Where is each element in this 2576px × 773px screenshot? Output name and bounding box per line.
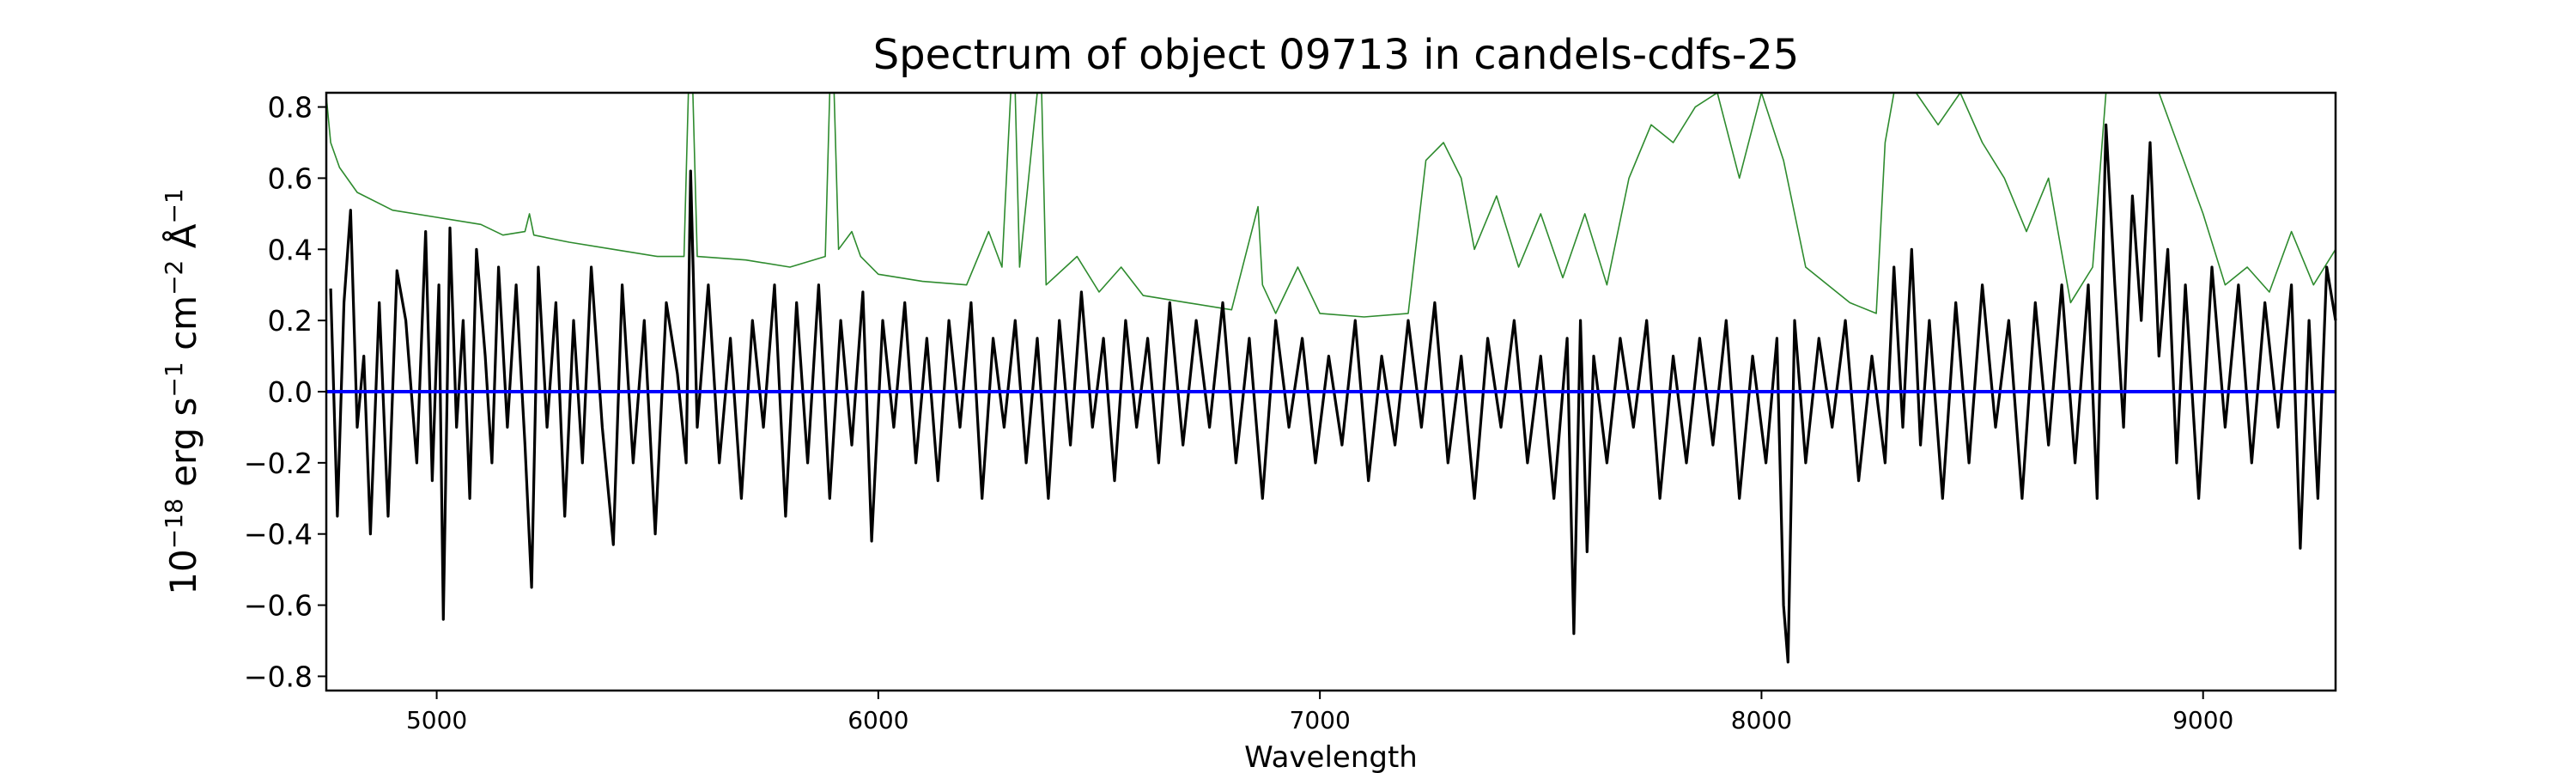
y-axis-label-exp3: −2 [160, 260, 188, 295]
y-axis-label-unit1: erg s [162, 398, 204, 499]
y-axis-label-exp1: −18 [160, 498, 188, 549]
y-axis-label-exp4: −1 [160, 188, 188, 223]
y-tick-label: −0.6 [244, 589, 313, 623]
y-tick-label: −0.4 [244, 518, 313, 551]
y-axis-label: 10−18 erg s−1 cm−2 Å−1 [160, 188, 204, 594]
error-series [325, 92, 2336, 318]
y-axis-ticks: −0.8 −0.6 −0.4 −0.2 0.0 0.2 0.4 0.6 0.8 [244, 91, 326, 693]
x-tick-label: 9000 [2172, 706, 2233, 734]
y-tick-label: 0.0 [268, 375, 313, 409]
y-axis-label-prefix: 10 [162, 549, 204, 594]
y-tick-label: 0.4 [268, 233, 313, 266]
flux-series [329, 123, 2337, 664]
flux-series-line [329, 123, 2337, 664]
x-tick-label: 6000 [848, 706, 908, 734]
x-tick-label: 5000 [406, 706, 467, 734]
error-series-line [325, 92, 2336, 318]
y-tick-label: 0.8 [268, 91, 313, 125]
x-axis-ticks: 5000 6000 7000 8000 9000 [406, 691, 2233, 734]
y-tick-label: 0.2 [268, 304, 313, 338]
y-axis-label-exp2: −1 [160, 362, 188, 397]
chart-title: Spectrum of object 09713 in candels-cdfs… [873, 31, 1800, 79]
y-tick-label: 0.6 [268, 161, 313, 195]
y-axis-label-unit2: cm [162, 295, 204, 362]
y-axis-label-unit3: Å [161, 223, 204, 259]
y-tick-label: −0.8 [244, 660, 313, 693]
x-tick-label: 7000 [1290, 706, 1351, 734]
y-tick-label: −0.2 [244, 447, 313, 480]
plot-area [325, 92, 2337, 664]
x-axis-label: Wavelength [1244, 740, 1418, 773]
x-tick-label: 8000 [1731, 706, 1792, 734]
